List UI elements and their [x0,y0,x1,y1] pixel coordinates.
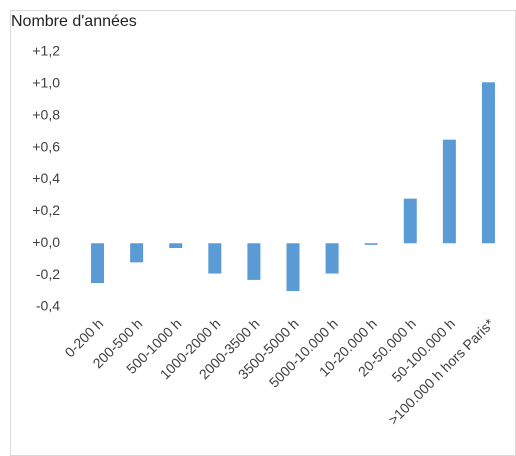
bar [325,243,339,274]
bar [91,243,105,284]
y-tick-label: +0,2 [32,202,60,218]
y-tick-label: +1,2 [32,43,60,59]
y-tick-label: +0,8 [32,106,60,122]
bar [481,82,495,244]
bar [286,243,300,292]
chart-frame [10,10,516,456]
y-tick-label: +0,0 [32,234,60,250]
y-tick-label: -0,2 [36,266,60,282]
bar [208,243,222,274]
bar [364,243,378,245]
y-tick-label: +0,4 [32,170,60,186]
bar [130,243,144,263]
bar [169,243,183,249]
bar [403,198,417,244]
y-tick-label: +0,6 [32,138,60,154]
y-tick-label: -0,4 [36,298,60,314]
x-tick-label: 5000-10.000 h [266,315,341,390]
y-tick-label: +1,0 [32,75,60,91]
chart-title: Nombre d'années [11,13,137,30]
bar [442,139,456,244]
bar [247,243,261,280]
